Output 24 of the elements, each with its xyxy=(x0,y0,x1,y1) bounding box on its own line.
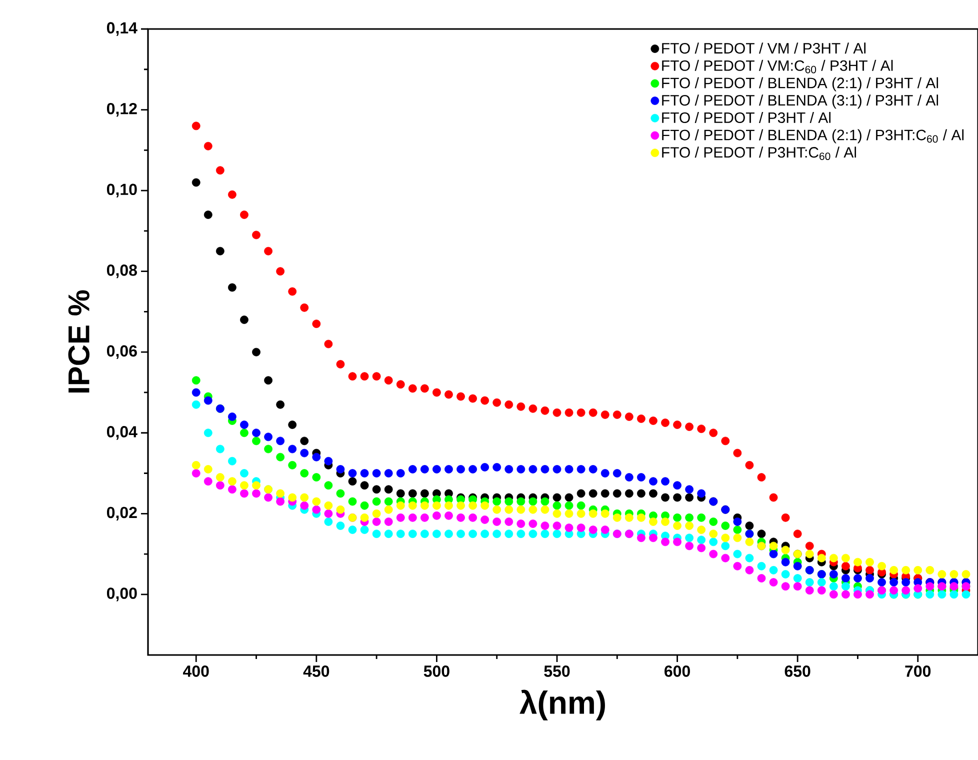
y-tick-label: 0,00 xyxy=(106,588,137,602)
y-tick-label: 0,10 xyxy=(106,184,137,198)
legend-label: FTO / PEDOT / VM:C$_{60}$ / P3HT / Al xyxy=(662,60,893,74)
legend-label: FTO / PEDOT / VM / P3HT / Al xyxy=(662,42,866,54)
y-tick-label: 0,06 xyxy=(106,345,137,359)
x-tick-label: 700 xyxy=(905,666,931,677)
x-tick-label: 400 xyxy=(183,666,209,677)
y-tick-label: 0,04 xyxy=(106,426,138,440)
legend-label: FTO / PEDOT / BLENDA (2:1) / P3HT / Al xyxy=(662,77,938,92)
y-tick-label: 0,12 xyxy=(106,102,137,117)
legend-label: FTO / PEDOT / P3HT / Al xyxy=(662,112,830,123)
y-tick-label: 0,14 xyxy=(106,22,138,36)
y-tick-label: 0,08 xyxy=(106,264,137,278)
x-tick-label: 600 xyxy=(664,666,690,677)
x-tick-label: 450 xyxy=(303,666,330,677)
y-tick-label: 0,02 xyxy=(106,506,137,520)
x-tick-label: 500 xyxy=(424,666,450,677)
x-axis-title: λ(nm) xyxy=(520,690,605,720)
legend-label: FTO / PEDOT / P3HT:C$_{60}$ / Al xyxy=(662,146,856,160)
x-tick-label: 550 xyxy=(544,666,570,677)
x-tick-label: 650 xyxy=(784,666,810,677)
legend-label: FTO / PEDOT / BLENDA (2:1) / P3HT:C$_{60}$ / Al xyxy=(662,129,964,144)
y-axis-title: IPCE % xyxy=(68,290,90,393)
legend-label: FTO / PEDOT / BLENDA (3:1) / P3HT / Al xyxy=(662,94,938,109)
